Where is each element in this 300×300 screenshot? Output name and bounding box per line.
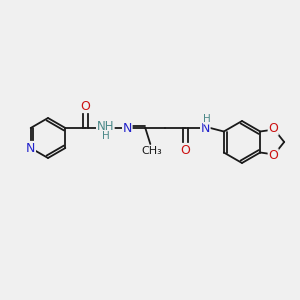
Text: N: N — [123, 122, 132, 134]
Text: O: O — [180, 143, 190, 157]
Text: O: O — [80, 100, 90, 112]
Text: H: H — [102, 131, 110, 141]
Text: O: O — [268, 122, 278, 135]
Text: H: H — [203, 114, 211, 124]
Text: NH: NH — [97, 121, 114, 134]
Text: O: O — [268, 149, 278, 162]
Text: CH₃: CH₃ — [141, 146, 162, 156]
Text: N: N — [201, 122, 210, 134]
Text: N: N — [26, 142, 35, 154]
